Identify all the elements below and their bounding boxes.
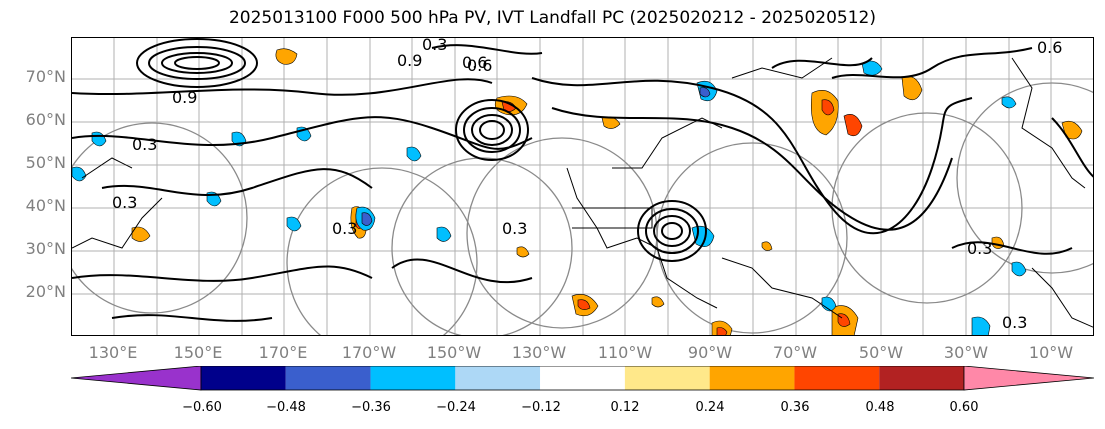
lon-label-130w: 130°W — [511, 343, 567, 362]
colorbar-tick: −0.12 — [521, 400, 561, 415]
colorbar-segment — [879, 366, 964, 390]
colorbar-segment — [201, 366, 286, 390]
shaded-positive — [131, 48, 1083, 335]
contour-label: 0.6 — [462, 53, 487, 72]
colorbar-tick: 0.24 — [695, 400, 725, 415]
contour-label: 0.6 — [1037, 38, 1062, 57]
lon-label-130e: 130°E — [88, 343, 138, 362]
lat-label-60n: 60°N — [25, 110, 66, 129]
contour-label: 0.3 — [332, 219, 357, 238]
colorbar-tick: 0.36 — [780, 400, 810, 415]
contour-label: 0.9 — [397, 51, 422, 70]
lat-label-20n: 20°N — [25, 282, 66, 301]
lat-label-30n: 30°N — [25, 239, 66, 258]
contour-label: 0.3 — [502, 219, 527, 238]
lon-label-170w: 170°W — [341, 343, 397, 362]
colorbar-tick: 0.48 — [865, 400, 895, 415]
lon-label-90w: 90°W — [687, 343, 733, 362]
colorbar — [71, 366, 1094, 391]
colorbar-tick: −0.24 — [436, 400, 476, 415]
contour-label: 0.3 — [112, 193, 137, 212]
map-panel: 0.3 0.6 0.9 0.3 0.9 0.6 0.6 0.3 0.3 0.3 … — [71, 37, 1094, 336]
lon-label-110w: 110°W — [597, 343, 653, 362]
contour-label: 0.3 — [132, 135, 157, 154]
shaded-negative — [72, 60, 1027, 335]
coastlines — [72, 57, 1093, 328]
contour-label: 0.3 — [1002, 313, 1027, 332]
contour-label: 0.6 — [467, 56, 492, 75]
lat-label-70n: 70°N — [25, 67, 66, 86]
colorbar-segment — [370, 366, 456, 390]
map-title: 2025013100 F000 500 hPa PV, IVT Landfall… — [228, 8, 876, 28]
colorbar-segment — [285, 366, 371, 390]
colorbar-segment — [455, 366, 541, 390]
colorbar-segment — [709, 366, 795, 390]
lat-label-50n: 50°N — [25, 153, 66, 172]
colorbar-tick: −0.36 — [351, 400, 391, 415]
colorbar-tick: −0.48 — [266, 400, 306, 415]
colorbar-extend-low — [71, 366, 202, 391]
contour-label: 0.3 — [967, 239, 992, 258]
lon-label-150e: 150°E — [173, 343, 223, 362]
colorbar-segment — [794, 366, 880, 390]
colorbar-tick: 0.12 — [610, 400, 640, 415]
contour-label: 0.9 — [172, 88, 197, 107]
lon-label-10w: 10°W — [1028, 343, 1074, 362]
lon-label-170e: 170°E — [258, 343, 308, 362]
lon-label-50w: 50°W — [858, 343, 904, 362]
map-plot: 0.3 0.6 0.9 0.3 0.9 0.6 0.6 0.3 0.3 0.3 … — [72, 38, 1093, 335]
colorbar-segment — [624, 366, 710, 390]
colorbar-tick: −0.60 — [182, 400, 222, 415]
colorbar-extend-high — [963, 366, 1094, 391]
pv-contours — [72, 38, 1093, 322]
lon-label-30w: 30°W — [943, 343, 989, 362]
lon-label-70w: 70°W — [772, 343, 818, 362]
lat-label-40n: 40°N — [25, 196, 66, 215]
contour-label: 0.3 — [422, 38, 447, 54]
colorbar-tick: 0.60 — [949, 400, 979, 415]
lon-label-150w: 150°W — [426, 343, 482, 362]
colorbar-segment — [540, 366, 625, 390]
contour-labels: 0.3 0.6 0.9 0.3 0.9 0.6 0.6 0.3 0.3 0.3 … — [112, 38, 1062, 332]
